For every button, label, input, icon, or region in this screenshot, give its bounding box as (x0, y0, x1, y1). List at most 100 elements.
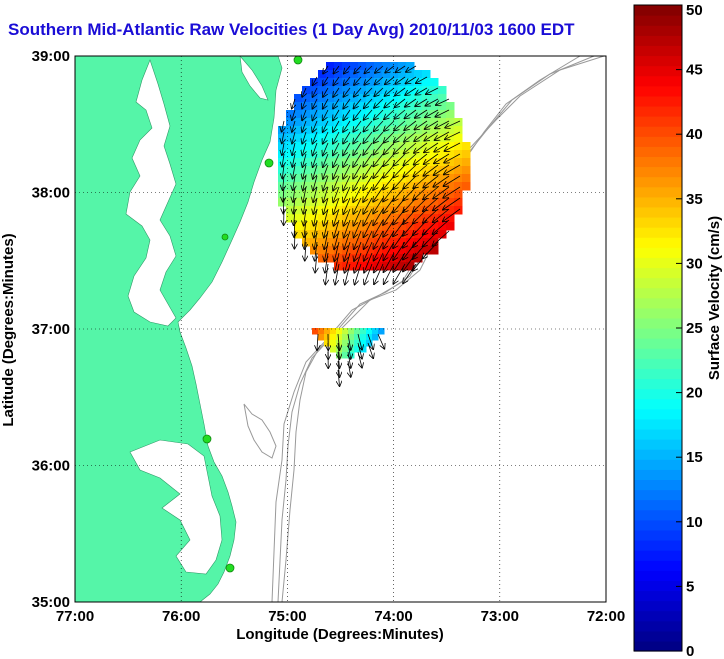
velocity-vector (323, 109, 329, 120)
velocity-cell (326, 158, 335, 167)
velocity-vector (436, 98, 450, 105)
velocity-vector (367, 333, 373, 349)
velocity-cell (334, 142, 343, 151)
velocity-cell (398, 222, 407, 231)
velocity-cell (318, 166, 327, 175)
velocity-vector (367, 342, 373, 358)
velocity-vector (343, 109, 351, 120)
velocity-vector (363, 153, 373, 167)
colorbar-swatch (634, 227, 682, 238)
velocity-cell (382, 222, 391, 231)
velocity-vector (435, 131, 450, 140)
velocity-vector (283, 186, 284, 202)
velocity-cell (342, 340, 349, 347)
velocity-cell (382, 214, 391, 223)
velocity-vector (445, 142, 461, 151)
velocity-cell (360, 340, 367, 347)
colorbar-swatch (634, 136, 682, 147)
velocity-cell (414, 174, 423, 183)
velocity-cell (406, 70, 415, 79)
velocity-cell (454, 158, 463, 167)
colorbar-swatch (634, 408, 682, 420)
velocity-vector (405, 109, 417, 118)
velocity-cell (406, 238, 415, 247)
velocity-cell (374, 70, 383, 79)
velocity-cell (318, 214, 327, 223)
velocity-cell (334, 246, 343, 255)
velocity-cell (406, 118, 415, 127)
velocity-cell (358, 62, 367, 71)
velocity-cell (334, 190, 343, 199)
velocity-cell (382, 206, 391, 215)
velocity-cell (330, 328, 337, 335)
colorbar-swatch (634, 418, 682, 430)
velocity-vector (345, 263, 351, 284)
velocity-cell (286, 198, 295, 207)
velocity-vector (283, 175, 284, 190)
velocity-vector (292, 131, 295, 143)
colorbar-swatch (634, 499, 682, 511)
velocity-cell (302, 142, 311, 151)
velocity-cell (342, 346, 349, 353)
velocity-vector (294, 208, 295, 225)
y-tick-label: 35:00 (32, 594, 70, 611)
velocity-cell (366, 238, 375, 247)
velocity-cell (326, 142, 335, 151)
velocity-vector (393, 153, 406, 166)
colorbar-swatch (634, 156, 682, 168)
velocity-vector (333, 87, 340, 97)
velocity-cell (454, 166, 463, 175)
velocity-vector (302, 120, 306, 132)
velocity-vector (393, 197, 406, 213)
velocity-vector (314, 219, 317, 237)
velocity-vector (363, 197, 373, 214)
velocity-vector (353, 186, 362, 202)
velocity-cell (334, 182, 343, 191)
velocity-vector (413, 252, 428, 271)
velocity-cell (372, 334, 379, 341)
velocity-vector (383, 241, 395, 260)
velocity-cell (422, 118, 431, 127)
colorbar-swatch (634, 45, 682, 57)
velocity-vector (325, 252, 328, 273)
velocity-vector (323, 164, 329, 179)
velocity-vector (282, 164, 284, 178)
velocity-vector (373, 186, 384, 202)
velocity-vector (383, 208, 395, 225)
velocity-cell (398, 254, 407, 263)
velocity-vector (393, 164, 406, 177)
velocity-cell (406, 134, 415, 143)
land-mass (75, 56, 283, 602)
velocity-cell (324, 328, 331, 335)
velocity-cell (334, 158, 343, 167)
velocity-vector (303, 186, 306, 202)
velocity-cell (350, 190, 359, 199)
velocity-cell (334, 134, 343, 143)
velocity-cell (318, 246, 327, 255)
velocity-vector (333, 131, 340, 144)
velocity-vector (344, 230, 351, 249)
colorbar-swatch (634, 398, 682, 410)
colorbar-swatch (634, 75, 682, 87)
velocity-cell (342, 70, 351, 79)
velocity-cell (318, 142, 327, 151)
colorbar-swatch (634, 65, 682, 77)
velocity-cell (350, 78, 359, 87)
velocity-vector (415, 98, 428, 106)
velocity-vector (393, 186, 406, 201)
velocity-cell (430, 150, 439, 159)
velocity-cell (406, 94, 415, 103)
velocity-vector (313, 87, 317, 97)
velocity-vector (353, 109, 362, 120)
velocity-vector (283, 197, 284, 213)
velocity-cell (446, 110, 455, 119)
velocity-cell (286, 110, 295, 119)
velocity-cell (390, 70, 399, 79)
velocity-cell (430, 174, 439, 183)
velocity-cell (326, 134, 335, 143)
velocity-cell (462, 174, 471, 183)
velocity-vector (353, 120, 362, 132)
velocity-vector (357, 333, 362, 349)
velocity-cell (358, 190, 367, 199)
velocity-cell (374, 254, 383, 263)
